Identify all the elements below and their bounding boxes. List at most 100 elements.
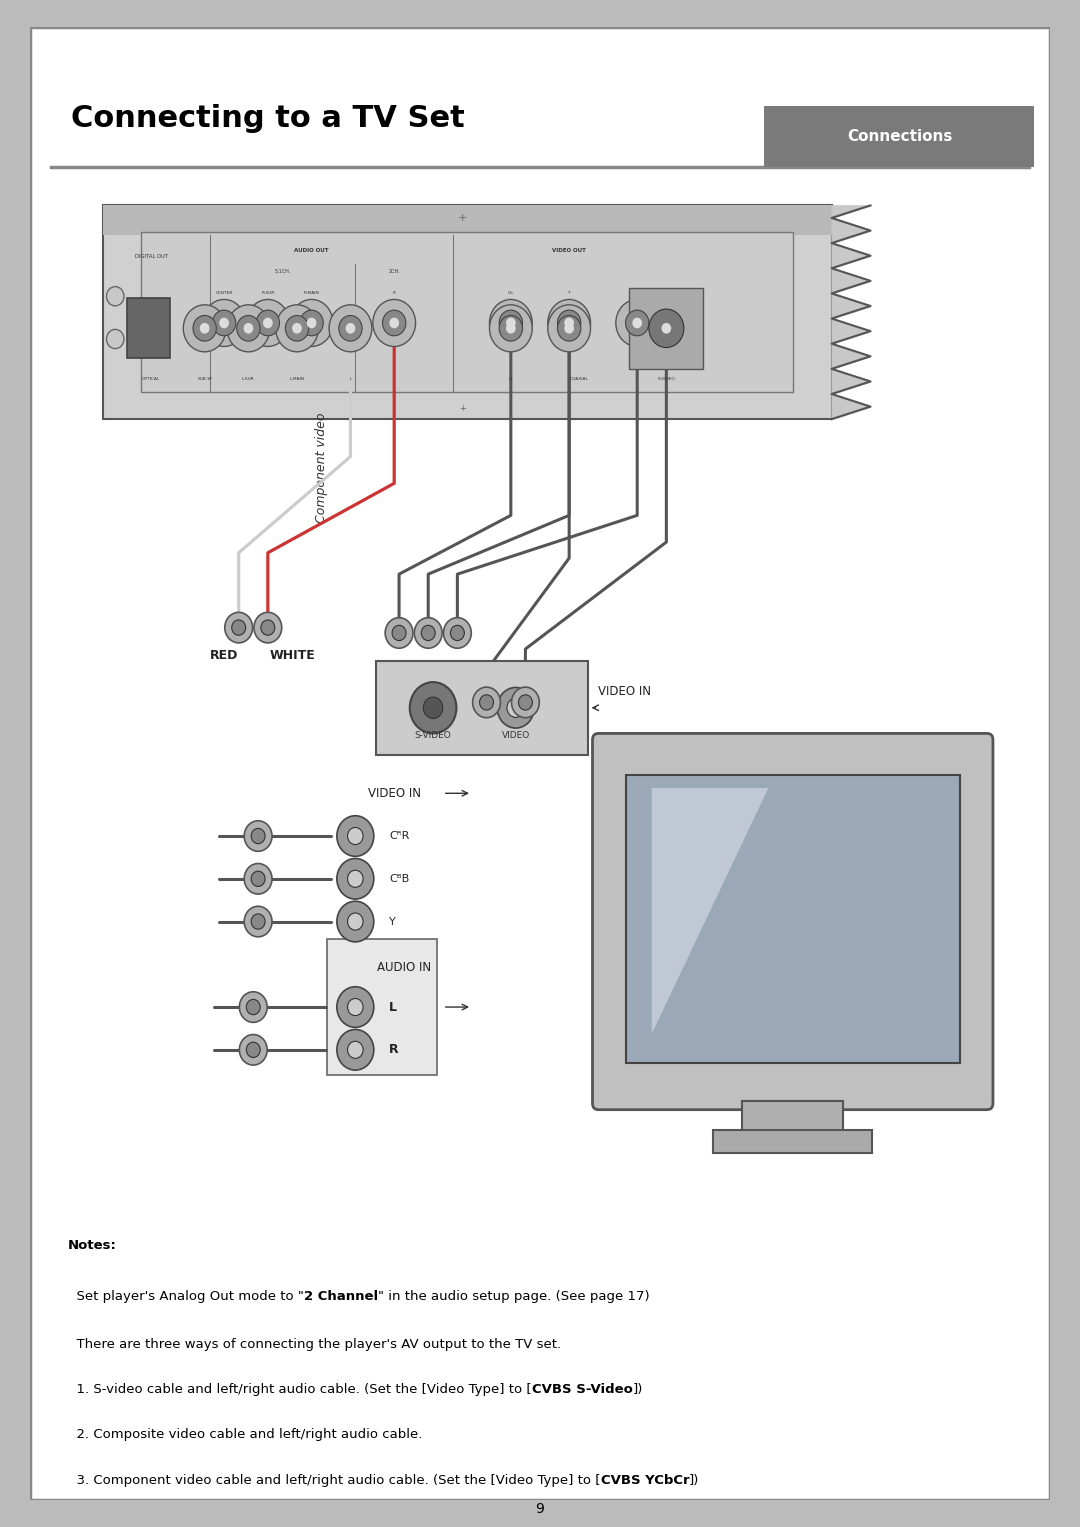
- Circle shape: [392, 625, 406, 641]
- Circle shape: [421, 625, 435, 641]
- Circle shape: [633, 318, 642, 328]
- Circle shape: [625, 310, 649, 336]
- FancyBboxPatch shape: [765, 105, 1035, 168]
- Text: DIGITAL OUT: DIGITAL OUT: [135, 253, 167, 260]
- Circle shape: [246, 999, 260, 1015]
- FancyBboxPatch shape: [630, 287, 703, 370]
- Circle shape: [444, 617, 471, 649]
- Text: R: R: [390, 1043, 399, 1057]
- Circle shape: [473, 687, 500, 718]
- Circle shape: [564, 324, 575, 334]
- Text: AUDIO OUT: AUDIO OUT: [295, 247, 328, 253]
- Circle shape: [348, 999, 363, 1015]
- Circle shape: [564, 318, 575, 328]
- Circle shape: [505, 318, 516, 328]
- Circle shape: [507, 698, 525, 718]
- Text: RED: RED: [210, 649, 239, 663]
- Circle shape: [307, 318, 316, 328]
- Polygon shape: [652, 788, 769, 1034]
- Text: 2 Channel: 2 Channel: [303, 1290, 378, 1303]
- Circle shape: [346, 324, 355, 334]
- Circle shape: [246, 1041, 260, 1058]
- Circle shape: [423, 698, 443, 719]
- Circle shape: [203, 299, 245, 347]
- Text: CᴮB: CᴮB: [390, 873, 409, 884]
- Text: 2. Composite video cable and left/right audio cable.: 2. Composite video cable and left/right …: [68, 1428, 422, 1441]
- Text: 3. Component video cable and left/right audio cable. (Set the [Video Type] to [: 3. Component video cable and left/right …: [68, 1474, 600, 1487]
- Text: Connections: Connections: [847, 128, 953, 144]
- Text: L-SUR: L-SUR: [242, 377, 255, 380]
- Circle shape: [244, 324, 253, 334]
- Text: ]): ]): [689, 1474, 700, 1487]
- Circle shape: [450, 625, 464, 641]
- Text: Y: Y: [568, 292, 570, 295]
- Circle shape: [300, 310, 323, 336]
- Circle shape: [415, 617, 442, 649]
- Text: S-VIDEO: S-VIDEO: [415, 731, 451, 741]
- Circle shape: [497, 687, 535, 728]
- Circle shape: [225, 612, 253, 643]
- Circle shape: [505, 324, 516, 334]
- Text: There are three ways of connecting the player's AV output to the TV set.: There are three ways of connecting the p…: [68, 1338, 562, 1350]
- Circle shape: [254, 612, 282, 643]
- Circle shape: [512, 687, 539, 718]
- Text: CVBS YCbCr: CVBS YCbCr: [600, 1474, 689, 1487]
- FancyBboxPatch shape: [327, 939, 437, 1075]
- Circle shape: [252, 828, 265, 844]
- Text: CENTER: CENTER: [215, 292, 233, 295]
- FancyBboxPatch shape: [103, 206, 832, 235]
- Text: WHITE: WHITE: [269, 649, 315, 663]
- FancyBboxPatch shape: [742, 1101, 843, 1136]
- Text: Cr: Cr: [509, 377, 513, 380]
- Circle shape: [337, 986, 374, 1028]
- Circle shape: [244, 820, 272, 852]
- Circle shape: [499, 316, 523, 341]
- Circle shape: [240, 991, 267, 1023]
- Text: 5.1CH.: 5.1CH.: [274, 269, 291, 275]
- Circle shape: [107, 287, 124, 305]
- FancyBboxPatch shape: [593, 733, 993, 1110]
- Circle shape: [480, 695, 494, 710]
- FancyBboxPatch shape: [376, 661, 588, 754]
- Text: SUB-W: SUB-W: [198, 377, 212, 380]
- Text: Set player's Analog Out mode to ": Set player's Analog Out mode to ": [68, 1290, 303, 1303]
- FancyBboxPatch shape: [713, 1130, 873, 1153]
- Circle shape: [285, 316, 309, 341]
- FancyBboxPatch shape: [625, 776, 960, 1063]
- Circle shape: [256, 310, 280, 336]
- Circle shape: [489, 305, 532, 351]
- Text: COAXIAL: COAXIAL: [569, 377, 589, 380]
- FancyBboxPatch shape: [127, 298, 170, 359]
- Circle shape: [348, 870, 363, 887]
- Circle shape: [409, 683, 457, 733]
- Text: S-VIDEO: S-VIDEO: [658, 377, 675, 380]
- Circle shape: [348, 828, 363, 844]
- Circle shape: [616, 299, 659, 347]
- FancyBboxPatch shape: [103, 206, 832, 420]
- Circle shape: [499, 310, 523, 336]
- Circle shape: [389, 318, 400, 328]
- Circle shape: [548, 299, 591, 347]
- Text: L-MAIN: L-MAIN: [289, 377, 305, 380]
- Text: L: L: [390, 1000, 397, 1014]
- Text: Connecting to a TV Set: Connecting to a TV Set: [71, 104, 464, 133]
- FancyBboxPatch shape: [141, 232, 793, 392]
- Circle shape: [337, 1029, 374, 1070]
- Circle shape: [244, 906, 272, 938]
- Circle shape: [237, 316, 260, 341]
- Circle shape: [264, 318, 273, 328]
- Text: R: R: [393, 292, 395, 295]
- Circle shape: [252, 870, 265, 887]
- Circle shape: [261, 620, 274, 635]
- Text: " in the audio setup page. (See page 17): " in the audio setup page. (See page 17): [378, 1290, 650, 1303]
- Text: VIDEO OUT: VIDEO OUT: [552, 247, 586, 253]
- Circle shape: [557, 316, 581, 341]
- Circle shape: [339, 316, 362, 341]
- Text: VIDEO: VIDEO: [631, 292, 644, 295]
- Circle shape: [654, 316, 678, 341]
- Text: +: +: [458, 214, 467, 223]
- Text: VIDEO IN: VIDEO IN: [367, 786, 421, 800]
- Circle shape: [645, 305, 688, 351]
- Circle shape: [548, 305, 591, 351]
- Text: ]): ]): [633, 1383, 643, 1396]
